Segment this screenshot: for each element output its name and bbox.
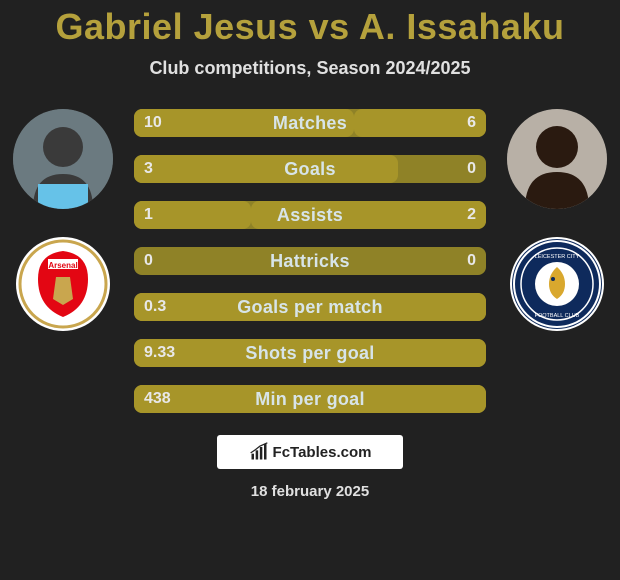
bars-chart-icon [249,442,269,462]
stat-label: Matches [134,113,486,134]
stat-row: 438Min per goal [134,385,486,413]
comparison-title: Gabriel Jesus vs A. Issahaku [0,0,620,48]
leicester-crest-icon: LEICESTER CITY FOOTBALL CLUB [512,239,602,329]
footer-date: 18 february 2025 [0,483,620,500]
stat-label: Hattricks [134,251,486,272]
stat-row: 0.3Goals per match [134,293,486,321]
fctables-logo: FcTables.com [217,435,403,469]
stat-row: 30Goals [134,155,486,183]
left-club-badge: Arsenal [18,239,108,329]
right-player-column: LEICESTER CITY FOOTBALL CLUB [502,109,612,329]
stat-row: 00Hattricks [134,247,486,275]
fctables-logo-text: FcTables.com [273,444,372,461]
stat-label: Shots per goal [134,343,486,364]
arsenal-crest-icon: Arsenal [18,239,108,329]
comparison-subtitle: Club competitions, Season 2024/2025 [0,58,620,79]
stat-label: Assists [134,205,486,226]
svg-text:Arsenal: Arsenal [48,261,77,270]
person-silhouette-icon [507,109,607,209]
comparison-content: Arsenal LEICESTER CITY FOOTBALL CLUB [0,109,620,413]
stats-bars: 106Matches 30Goals 12Assists 00Hattricks 0.3… [134,109,486,413]
person-silhouette-icon [13,109,113,209]
left-player-avatar [13,109,113,209]
stat-label: Min per goal [134,389,486,410]
right-player-avatar [507,109,607,209]
stat-label: Goals per match [134,297,486,318]
stat-row: 9.33Shots per goal [134,339,486,367]
svg-text:FOOTBALL CLUB: FOOTBALL CLUB [535,313,580,319]
right-club-badge: LEICESTER CITY FOOTBALL CLUB [512,239,602,329]
stat-row: 106Matches [134,109,486,137]
stat-row: 12Assists [134,201,486,229]
svg-text:LEICESTER CITY: LEICESTER CITY [535,254,580,260]
stat-label: Goals [134,159,486,180]
left-player-column: Arsenal [8,109,118,329]
